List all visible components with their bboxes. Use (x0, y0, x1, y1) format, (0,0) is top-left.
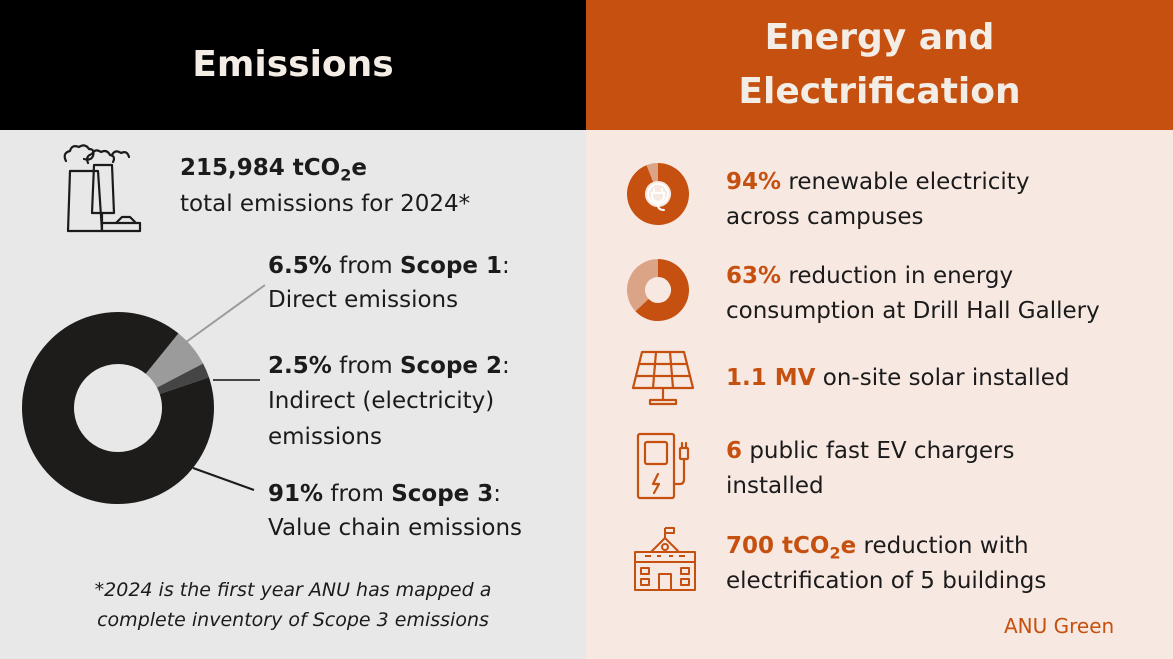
renewable-plug-donut-icon (627, 163, 689, 225)
scope2-label: 2.5% from Scope 2: (268, 353, 510, 379)
factory-icon (63, 144, 142, 233)
renewable-text-line1: 94% renewable electricity (726, 169, 1030, 195)
total-emissions-desc: total emissions for 2024* (180, 191, 471, 217)
scope1-desc: Direct emissions (268, 287, 459, 313)
scope3-desc: Value chain emissions (268, 515, 522, 541)
renewable-slice-1 (646, 163, 659, 183)
total-emissions-value: 215,984 tCO2e (180, 155, 367, 185)
reduction-text-line1: 63% reduction in energy (726, 263, 1014, 289)
emissions-title: Emissions (192, 44, 394, 85)
emissions-header: Emissions (0, 0, 586, 130)
energy-title-line2: Electrification (738, 71, 1021, 112)
scope1-leader-line (181, 284, 266, 346)
emissions-slice-1 (156, 363, 209, 395)
scope3-label: 91% from Scope 3: (268, 481, 502, 507)
emissions-slice-2 (22, 312, 214, 504)
scope3-leader-line (192, 467, 255, 491)
reduction-slice-1 (627, 259, 659, 312)
reduction-slice-0 (635, 259, 689, 321)
emissions-panel: Emissions 215,984 tCO2e total emissions … (0, 0, 586, 659)
ev-text-line2: installed (726, 473, 824, 499)
energy-panel: Energy and Electrification (586, 0, 1173, 659)
buildings-text-line2: electrification of 5 buildings (726, 568, 1047, 594)
scope2-desc-line2: emissions (268, 424, 382, 450)
school-building-icon (634, 527, 696, 591)
energy-title-line1: Energy and (764, 17, 995, 58)
buildings-text-line1: 700 tCO2e reduction with (726, 533, 1029, 563)
reduction-donut-icon (627, 259, 689, 321)
ev-charger-icon (636, 432, 690, 500)
renewable-text-line2: across campuses (726, 204, 924, 230)
renewable-slice-0 (627, 163, 689, 225)
energy-header: Energy and Electrification (586, 0, 1173, 130)
solar-text: 1.1 MV on-site solar installed (726, 365, 1070, 391)
footnote-line1: *2024 is the first year ANU has mapped a (94, 579, 492, 601)
anu-green-brand: ANU Green (1004, 614, 1115, 638)
solar-panel-icon (631, 350, 695, 406)
reduction-text-line2: consumption at Drill Hall Gallery (726, 298, 1100, 324)
scope1-label: 6.5% from Scope 1: (268, 253, 510, 279)
ev-text-line1: 6 public fast EV chargers (726, 438, 1015, 464)
footnote-line2: complete inventory of Scope 3 emissions (97, 609, 489, 631)
scope2-desc-line1: Indirect (electricity) (268, 388, 495, 414)
emissions-slice-0 (144, 333, 204, 389)
emissions-donut-chart (22, 284, 266, 504)
